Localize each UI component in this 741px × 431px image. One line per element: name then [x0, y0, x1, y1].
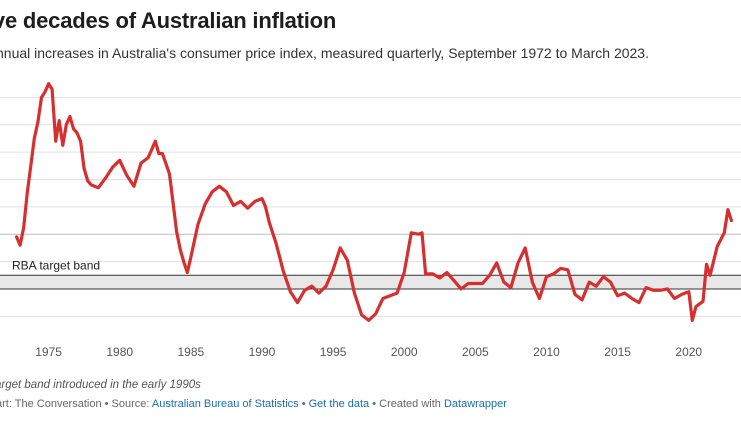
footer-separator: •	[298, 398, 309, 410]
x-tick-label: 2000	[391, 345, 418, 359]
target-band: RBA target band	[0, 258, 741, 290]
x-tick-label: 1980	[106, 345, 133, 359]
source-link[interactable]: Australian Bureau of Statistics	[151, 398, 299, 410]
get-data-link[interactable]: Get the data	[308, 398, 370, 410]
gridlines	[0, 96, 741, 317]
chart-note: arget band introduced in the early 1990s	[0, 379, 201, 391]
x-tick-label: 2005	[462, 345, 489, 359]
chart-subtitle: nnual increases in Australia's consumer …	[0, 45, 649, 61]
chart-title: ive decades of Australian inflation	[0, 8, 337, 33]
x-tick-label: 2020	[675, 345, 702, 359]
x-tick-label: 1990	[249, 345, 276, 359]
x-tick-label: 1975	[35, 345, 62, 359]
chart-footer: art: The Conversation • Source: Australi…	[0, 398, 507, 410]
target-band-area	[0, 275, 741, 289]
footer-separator: • Source:	[101, 398, 152, 410]
series-layer	[15, 82, 734, 322]
datawrapper-link[interactable]: Datawrapper	[443, 398, 507, 410]
footer-separator: • Created with	[369, 398, 444, 410]
target-band-label: RBA target band	[12, 258, 100, 272]
x-tick-label: 2010	[533, 345, 560, 359]
x-tick-label: 2015	[604, 345, 631, 359]
x-axis: 1975 1980 1985 1990 1995 2000 2005 2010 2015 2020	[35, 345, 702, 359]
x-tick-label: 1995	[320, 345, 347, 359]
line-chart: RBA target band 1975 1980 1985 1990 1995 2000…	[0, 82, 741, 359]
x-tick-label: 1985	[177, 345, 204, 359]
cpi-inflation-line	[15, 82, 734, 322]
credit-text: art: The Conversation	[0, 398, 102, 410]
